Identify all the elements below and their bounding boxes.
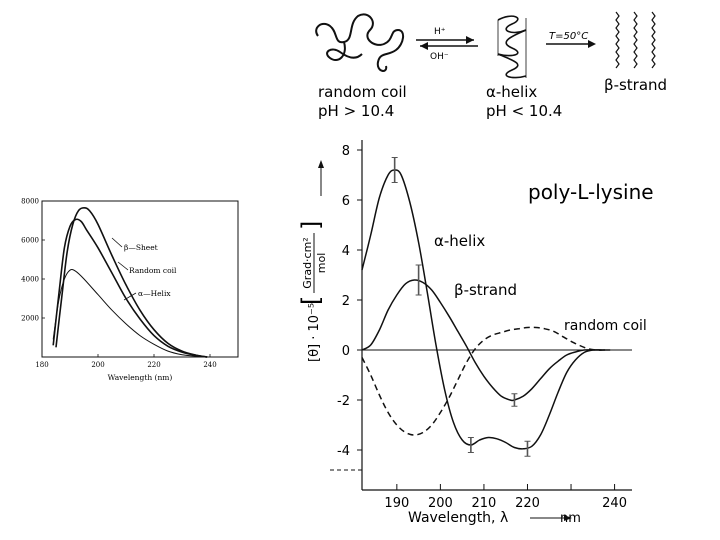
left-x-tick-label: 240 — [203, 361, 216, 369]
random-coil-ph: pH > 10.4 — [318, 102, 394, 120]
right-y-tick-label: 4 — [342, 244, 350, 259]
y-units-denominator: mol — [315, 253, 328, 274]
left-series-line — [52, 269, 208, 358]
structure-schematic: random coil pH > 10.4 H⁺ OH⁻ α-helix pH … — [315, 11, 667, 120]
right-series-line — [361, 279, 602, 402]
random-coil-pointer — [117, 261, 129, 271]
left-series-line — [55, 206, 208, 358]
right-axis-ticks: 8 6 4 2 0 -2 -4 190 200 210 220 240 — [337, 144, 627, 511]
right-y-tick-label: 0 — [342, 344, 350, 359]
y-units-bracket-open: [ — [297, 296, 325, 305]
left-annotation-beta-sheet: β—Sheet — [124, 243, 158, 252]
right-x-tick-label: 240 — [602, 496, 627, 511]
hydroxide-label: OH⁻ — [430, 52, 449, 62]
right-series-line — [361, 326, 606, 436]
left-x-tick-label: 180 — [35, 361, 48, 369]
left-series — [52, 206, 208, 358]
right-chart: 8 6 4 2 0 -2 -4 190 200 210 220 240 poly-L-lysine α… — [297, 140, 654, 526]
left-annotation-alpha-helix: α—Helix — [138, 289, 171, 298]
right-y-tick-label: 8 — [342, 144, 350, 159]
random-coil-label: random coil — [318, 83, 407, 101]
series-label-random-coil: random coil — [564, 318, 647, 334]
series-label-beta-strand: β-strand — [454, 281, 517, 299]
right-y-tick-label: 2 — [342, 294, 350, 309]
left-y-tick-label: 8000 — [21, 198, 39, 206]
alpha-helix-glyph — [497, 15, 527, 79]
left-x-tick-label: 200 — [91, 361, 104, 369]
temperature-label: T=50°C — [549, 31, 588, 42]
y-label-theta: [θ] · 10⁻⁵ — [307, 303, 322, 362]
right-x-tick-label: 200 — [428, 496, 453, 511]
beta-strand-label: β-strand — [604, 76, 667, 94]
proton-label: H⁺ — [434, 27, 446, 37]
left-series-line — [52, 218, 208, 358]
right-series — [361, 157, 611, 457]
alpha-helix-label: α-helix — [486, 83, 537, 101]
left-annotation-random-coil: Random coil — [129, 266, 177, 275]
right-y-tick-label: 6 — [342, 194, 350, 209]
random-coil-glyph — [315, 13, 404, 72]
alpha-helix-ph: pH < 10.4 — [486, 102, 562, 120]
beta-strand-glyph — [615, 11, 656, 69]
left-axis-ticks: 180 200 220 240 2000 4000 6000 8000 — [21, 198, 217, 370]
y-axis-direction-arrowhead — [318, 160, 324, 168]
left-y-tick-label: 6000 — [21, 237, 39, 245]
temperature-arrow-head — [588, 40, 596, 48]
left-y-tick-label: 2000 — [21, 315, 39, 323]
right-y-axis-label: [θ] · 10⁻⁵ — [307, 303, 322, 362]
y-units-numerator: Grad·cm² — [301, 237, 314, 288]
right-x-tick-label: 210 — [472, 496, 497, 511]
left-x-axis-label: Wavelength (nm) — [108, 373, 173, 382]
right-chart-title: poly-L-lysine — [528, 180, 654, 204]
left-x-tick-label: 220 — [147, 361, 160, 369]
right-y-tick-label: -4 — [337, 444, 350, 459]
right-y-axis-units: [ Grad·cm² mol ] — [297, 221, 328, 305]
beta-sheet-pointer — [111, 237, 123, 248]
right-x-tick-label: 220 — [515, 496, 540, 511]
left-chart: 180 200 220 240 2000 4000 6000 8000 β—Sheet Ran… — [21, 198, 239, 382]
left-y-tick-label: 4000 — [21, 276, 39, 284]
alpha-helix-pointer — [123, 292, 137, 301]
right-y-tick-label: -2 — [337, 394, 350, 409]
x-axis-direction-arrowhead — [564, 515, 572, 521]
right-x-tick-label: 190 — [384, 496, 409, 511]
forward-arrow-head — [466, 36, 474, 44]
right-x-axis-label: Wavelength, λ — [408, 510, 508, 526]
series-label-alpha-helix: α-helix — [434, 232, 485, 250]
right-series-line — [361, 169, 611, 450]
back-arrow-head — [420, 42, 428, 50]
y-units-bracket-close: ] — [297, 221, 325, 230]
